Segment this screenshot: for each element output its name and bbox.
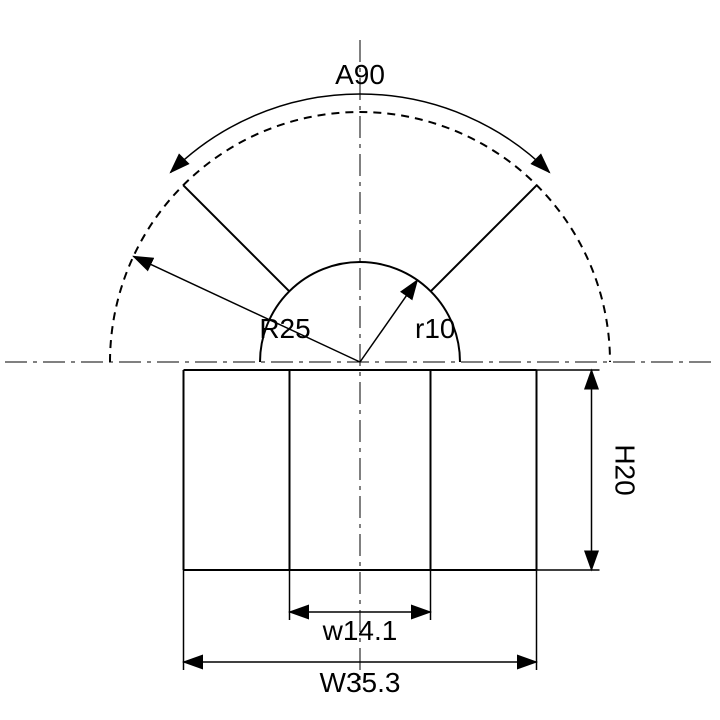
dim-w-label: w14.1	[322, 615, 398, 646]
dim-R25-leader	[133, 256, 360, 362]
engineering-drawing: A90 R25 r10 H20 w14.1 W35.3	[0, 0, 720, 720]
dim-W-label: W35.3	[320, 667, 401, 698]
dim-angle-label: A90	[335, 59, 385, 90]
wedge-edge-left	[183, 185, 289, 291]
dim-H-label: H20	[610, 444, 641, 495]
dim-r10-label: r10	[415, 313, 455, 344]
dim-r10-leader	[360, 280, 417, 362]
dim-R25-label: R25	[259, 313, 310, 344]
wedge-edge-right	[431, 185, 537, 291]
